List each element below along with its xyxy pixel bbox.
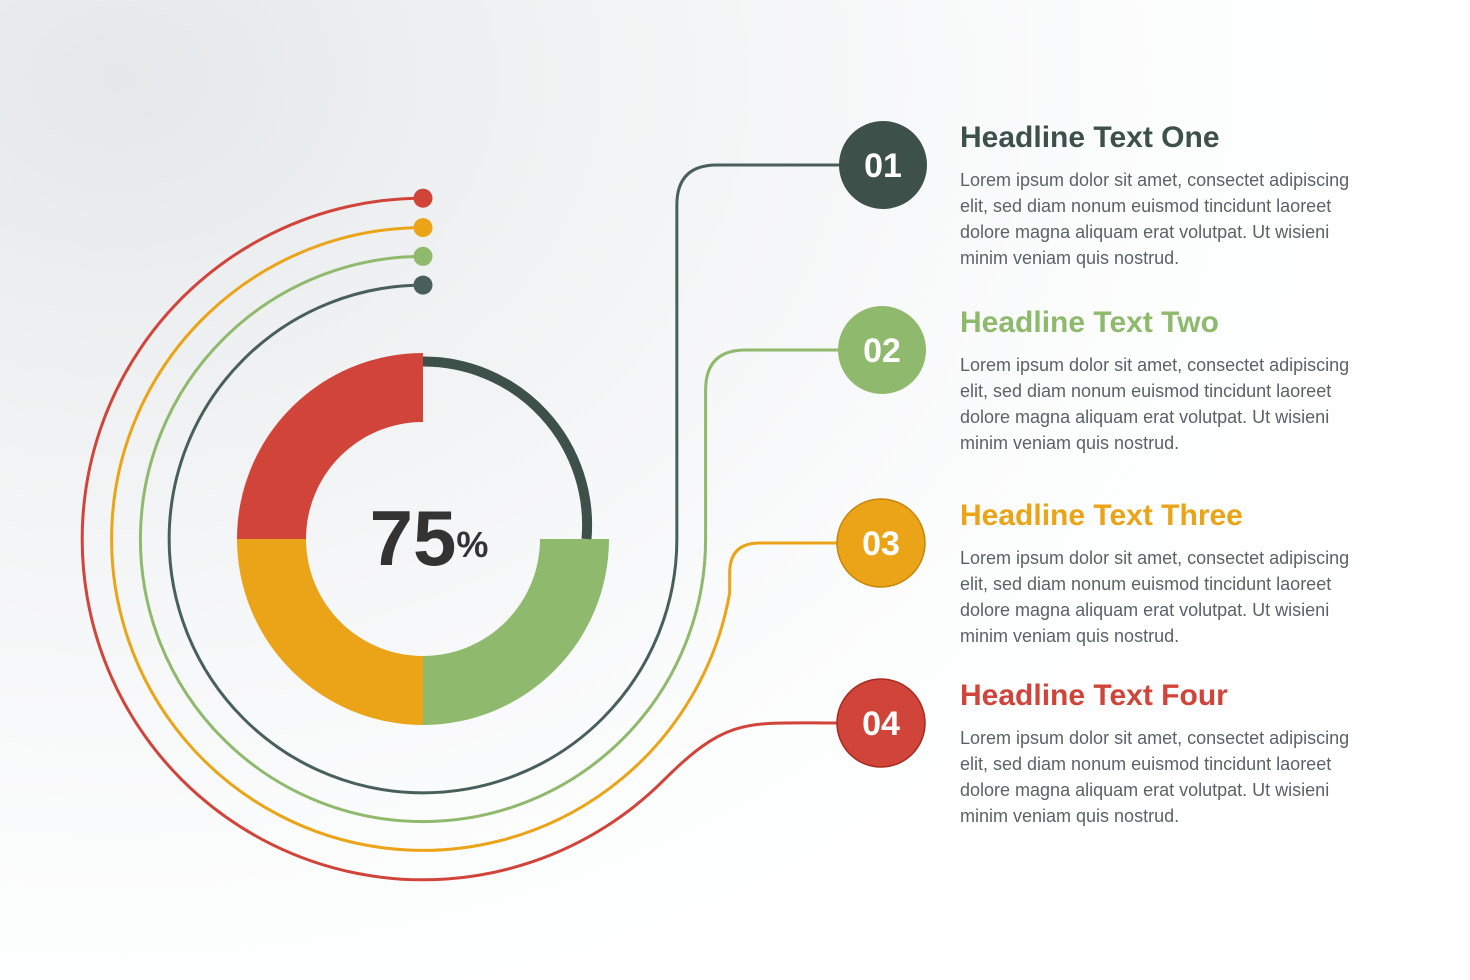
svg-text:75%: 75%	[370, 494, 489, 582]
svg-text:Lorem ipsum dolor sit amet, co: Lorem ipsum dolor sit amet, consectet ad…	[960, 170, 1354, 268]
svg-text:Headline Text Four: Headline Text Four	[960, 679, 1228, 712]
svg-text:04: 04	[862, 705, 900, 743]
svg-text:Headline Text Two: Headline Text Two	[960, 306, 1219, 339]
svg-text:01: 01	[864, 147, 902, 185]
svg-text:Lorem ipsum dolor sit amet, co: Lorem ipsum dolor sit amet, consectet ad…	[960, 548, 1354, 646]
svg-text:03: 03	[862, 525, 900, 563]
svg-text:Headline Text Three: Headline Text Three	[960, 499, 1243, 532]
svg-text:Headline Text One: Headline Text One	[960, 121, 1220, 154]
svg-text:Lorem ipsum dolor sit amet, co: Lorem ipsum dolor sit amet, consectet ad…	[960, 355, 1354, 453]
svg-text:02: 02	[863, 332, 901, 370]
svg-text:Lorem ipsum dolor sit amet, co: Lorem ipsum dolor sit amet, consectet ad…	[960, 728, 1354, 826]
